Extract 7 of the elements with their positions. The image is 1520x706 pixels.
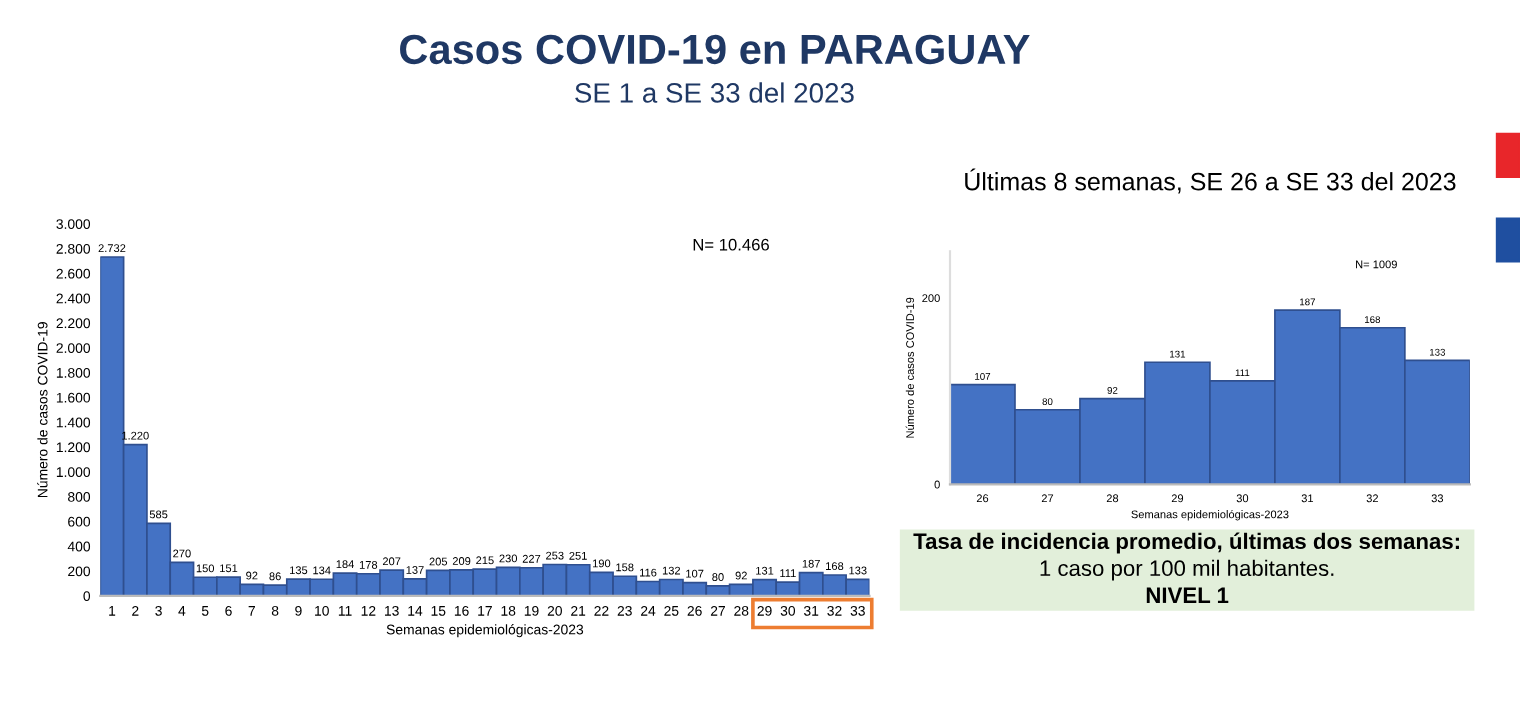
text: NIVEL 1: [1146, 587, 1229, 603]
chart-title: Últimas 8 semanas, SE 26 a SE 33 del 2023: [965, 168, 1456, 194]
annotation: N= 10.466: [693, 238, 769, 251]
chart-title: Casos COVID-19 en PARAGUAY: [400, 34, 1030, 65]
chart-subtitle: SE 1 a SE 33 del 2023: [575, 82, 854, 103]
text: Tasa de incidencia promedio, últimas dos semanas:: [913, 532, 1459, 554]
text: 1 caso por 100 mil habitantes.: [1040, 559, 1334, 581]
